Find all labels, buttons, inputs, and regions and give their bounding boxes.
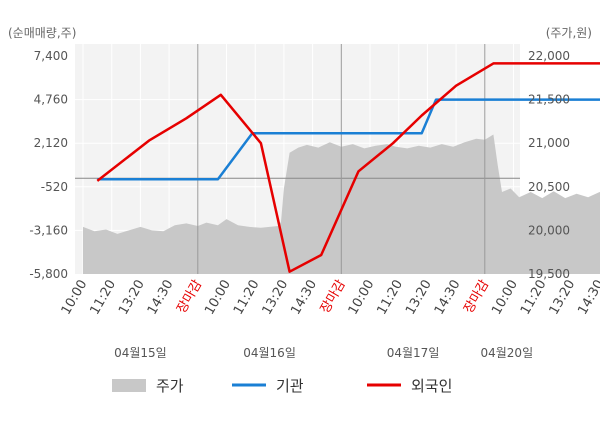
x-tick-label: 11:20 — [374, 278, 406, 318]
date-label: 04월17일 — [387, 346, 440, 360]
x-tick-label: 11:20 — [518, 278, 550, 318]
left-tick-label: -3,160 — [29, 223, 68, 237]
net-buy-lines-layer — [96, 62, 600, 273]
left-tick-label: 2,120 — [34, 136, 68, 150]
x-tick-label: 11:20 — [231, 278, 263, 318]
legend-label: 주가 — [156, 377, 184, 395]
right-axis-unit: (주가,원) — [546, 26, 592, 40]
x-tick-label: 10:00 — [59, 278, 91, 318]
legend-label: 외국인 — [411, 377, 452, 395]
x-tick-label: 10:00 — [489, 278, 521, 318]
x-tick-label: 13:20 — [547, 278, 579, 318]
right-tick-label: 21,500 — [528, 93, 570, 107]
legend-label: 기관 — [276, 377, 304, 395]
x-tick-label: 13:20 — [116, 278, 148, 318]
legend-swatch-area — [112, 379, 146, 392]
x-tick-label: 장마감 — [174, 277, 205, 316]
x-tick-label: 13:20 — [403, 278, 435, 318]
legend: 주가 기관 외국인 — [112, 377, 452, 395]
series-line-외국인 — [96, 62, 600, 273]
right-tick-label: 20,000 — [528, 223, 570, 237]
x-tick-label: 10:00 — [202, 278, 234, 318]
x-tick-label: 14:30 — [145, 278, 177, 318]
left-tick-label: 7,400 — [34, 49, 68, 63]
x-tick-label: 10:00 — [346, 278, 378, 318]
date-label: 04월16일 — [243, 346, 296, 360]
left-tick-label: -520 — [41, 180, 68, 194]
series-line-기관 — [97, 98, 600, 181]
date-label: 04월20일 — [480, 346, 533, 360]
x-tick-label: 14:30 — [432, 278, 464, 318]
x-tick-label: 14:30 — [575, 278, 600, 318]
right-tick-label: 20,500 — [528, 180, 570, 194]
x-tick-label: 장마감 — [318, 277, 349, 316]
left-axis-unit: (순매매량,주) — [8, 26, 76, 40]
x-tick-label: 장마감 — [461, 277, 492, 316]
right-tick-label: 21,000 — [528, 136, 570, 150]
x-tick-label: 11:20 — [87, 278, 119, 318]
left-tick-label: 4,760 — [34, 93, 68, 107]
x-tick-label: 14:30 — [288, 278, 320, 318]
right-tick-label: 19,500 — [528, 267, 570, 281]
right-tick-label: 22,000 — [528, 49, 570, 63]
date-label: 04월15일 — [114, 346, 167, 360]
x-tick-label: 13:20 — [260, 278, 292, 318]
left-tick-label: -5,800 — [29, 267, 68, 281]
